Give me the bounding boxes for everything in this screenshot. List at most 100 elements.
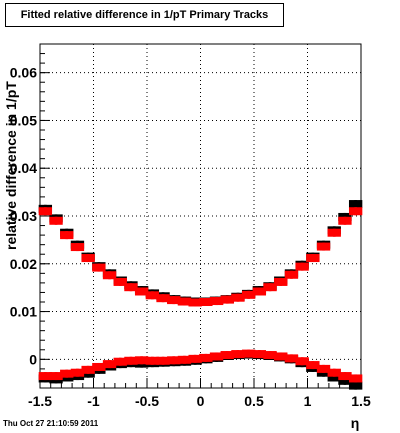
data-point <box>81 254 90 263</box>
data-point <box>86 365 95 374</box>
data-point <box>65 231 74 240</box>
data-point <box>236 350 245 359</box>
data-point <box>279 277 288 286</box>
data-point <box>268 283 277 292</box>
data-point <box>348 207 357 216</box>
data-point <box>231 293 240 302</box>
data-point <box>102 360 111 369</box>
data-point <box>81 365 90 374</box>
data-point <box>332 228 341 237</box>
series-1 <box>38 207 363 307</box>
data-point <box>172 296 181 305</box>
data-point <box>284 270 293 279</box>
data-point <box>70 368 79 377</box>
data-point <box>332 368 341 377</box>
y-axis-title: relative difference in 1/pT <box>3 81 19 250</box>
data-point <box>183 355 192 364</box>
data-point <box>274 352 283 361</box>
data-point <box>60 369 69 378</box>
data-point <box>97 263 106 272</box>
x-tick-label: 0.5 <box>244 393 264 409</box>
data-point <box>118 357 127 366</box>
chart-title: Fitted relative difference in 1/pT Prima… <box>5 3 284 27</box>
data-point <box>316 242 325 251</box>
data-point <box>113 277 122 286</box>
data-point <box>215 297 224 306</box>
data-point <box>54 372 63 381</box>
y-tick-label: 0.01 <box>10 304 37 320</box>
axis-tick-labels: -1.5 -1 -0.5 0 0.5 1 1.5 0 0.01 0.02 0.03 0.04 0.05 0… <box>10 65 371 409</box>
data-point <box>209 352 218 361</box>
data-point <box>172 356 181 365</box>
data-point <box>113 357 122 366</box>
data-point <box>263 351 272 360</box>
data-point <box>295 357 304 366</box>
data-point <box>343 216 352 225</box>
data-point <box>236 293 245 302</box>
data-point <box>231 350 240 359</box>
data-point <box>290 354 299 363</box>
data-point <box>247 290 256 299</box>
data-point <box>156 294 165 303</box>
data-point <box>140 356 149 365</box>
data-point <box>322 242 331 251</box>
data-point <box>102 271 111 280</box>
x-tick-label: 0 <box>197 393 205 409</box>
data-point <box>124 356 133 365</box>
data-point <box>300 357 309 366</box>
y-tick-label: 0.04 <box>10 160 37 176</box>
series-3 <box>38 349 363 383</box>
data-point <box>70 243 79 252</box>
data-point <box>92 362 101 371</box>
data-point <box>258 287 267 296</box>
data-point <box>161 294 170 303</box>
data-point <box>49 216 58 225</box>
data-point <box>220 351 229 360</box>
y-tick-label: 0 <box>29 351 37 367</box>
y-tick-label: 0.06 <box>10 65 37 81</box>
data-point <box>354 374 363 383</box>
data-point <box>92 263 101 272</box>
data-point <box>225 295 234 304</box>
data-point <box>306 254 315 263</box>
data-point <box>167 356 176 365</box>
data-point <box>76 368 85 377</box>
data-point <box>38 372 47 381</box>
data-point <box>118 277 127 286</box>
data-point <box>348 374 357 383</box>
data-point <box>258 350 267 359</box>
data-point <box>322 364 331 373</box>
data-point <box>108 360 117 369</box>
data-point <box>338 376 347 385</box>
data-point <box>140 287 149 296</box>
data-point <box>338 216 347 225</box>
data-point <box>316 364 325 373</box>
data-point <box>151 356 160 365</box>
data-point <box>204 298 213 306</box>
data-point <box>327 368 336 377</box>
data-point <box>354 200 363 209</box>
data-point <box>54 216 63 225</box>
data-point <box>183 297 192 306</box>
data-point <box>145 291 154 300</box>
x-tick-label: 1 <box>304 393 312 409</box>
timestamp-footer: Thu Oct 27 21:10:59 2011 <box>3 419 99 428</box>
data-point <box>241 290 250 299</box>
data-point <box>108 271 117 280</box>
data-point <box>38 207 47 216</box>
data-point <box>193 298 202 307</box>
data-point <box>204 353 213 362</box>
data-point <box>167 296 176 305</box>
data-point <box>65 369 74 378</box>
x-axis-title: η <box>351 415 360 431</box>
data-point <box>177 355 186 364</box>
data-point <box>151 291 160 300</box>
data-point <box>134 287 143 296</box>
data-point <box>354 207 363 216</box>
data-point <box>284 354 293 363</box>
data-point <box>193 354 202 363</box>
data-point <box>241 349 250 358</box>
data-point <box>161 356 170 365</box>
data-point <box>332 373 341 382</box>
data-point <box>44 207 53 216</box>
